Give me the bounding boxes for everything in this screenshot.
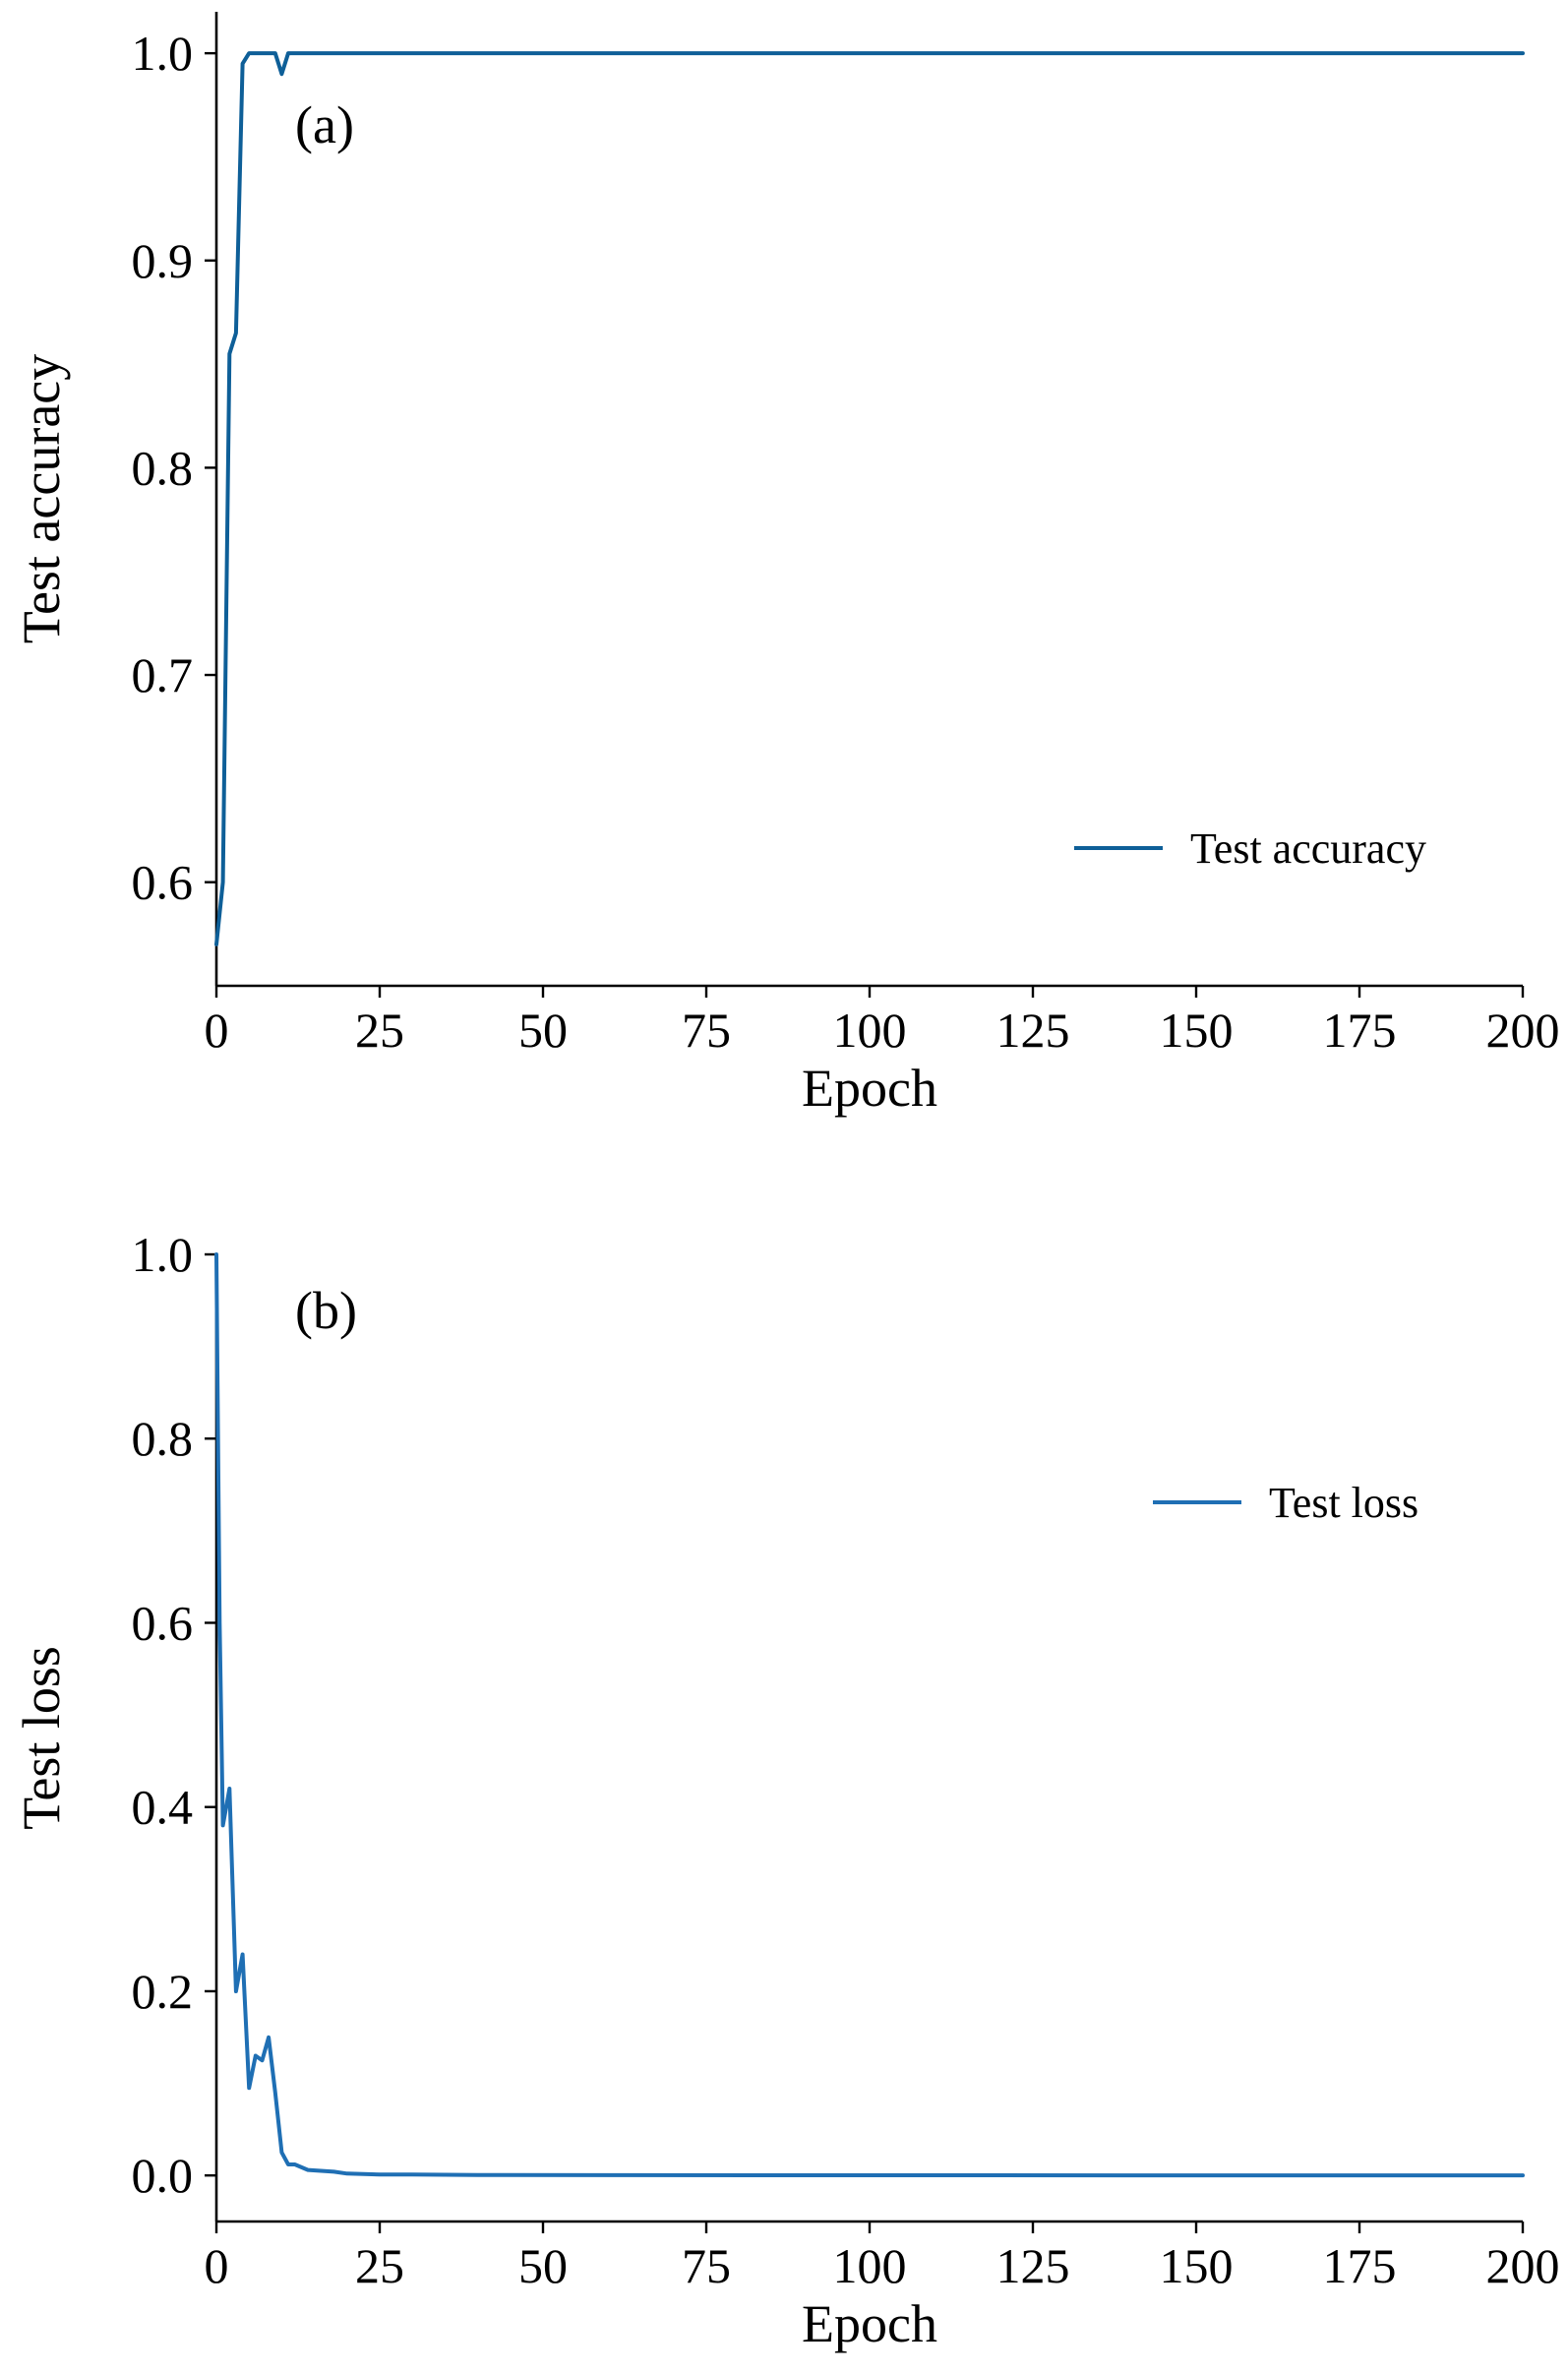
x-tick-label: 25 (355, 2238, 404, 2293)
x-tick-label: 175 (1323, 2238, 1397, 2293)
y-axis-title: Test loss (12, 1646, 71, 1830)
y-tick-label: 0.8 (132, 440, 194, 495)
y-tick-label: 0.0 (132, 2148, 194, 2203)
y-tick-label: 0.4 (132, 1780, 194, 1835)
y-tick-label: 0.6 (132, 855, 194, 910)
y-tick-label: 0.8 (132, 1411, 194, 1466)
x-tick-label: 75 (682, 1003, 731, 1058)
y-tick-label: 0.9 (132, 233, 194, 288)
y-tick-label: 0.6 (132, 1595, 194, 1650)
y-axis-title: Test accuracy (12, 354, 71, 644)
accuracy-chart: 0 25 50 75 100 125 150 175 200 0.6 0.7 0.8 0.9 1.0 Epo… (12, 12, 1560, 1118)
x-tick-label: 150 (1160, 1003, 1234, 1058)
x-tick-label: 200 (1486, 1003, 1560, 1058)
x-tick-label: 75 (682, 2238, 731, 2293)
panel-label: (a) (295, 95, 354, 154)
x-tick-label: 25 (355, 1003, 404, 1058)
series-line (214, 51, 1525, 946)
x-tick-label: 125 (996, 2238, 1070, 2293)
x-tick-label: 175 (1323, 1003, 1397, 1058)
y-tick-label: 0.7 (132, 647, 194, 702)
y-tick-label: 1.0 (132, 1227, 194, 1282)
legend-label: Test accuracy (1190, 824, 1426, 873)
x-tick-label: 0 (205, 1003, 229, 1058)
x-tick-label: 100 (833, 1003, 907, 1058)
panel-label: (b) (295, 1281, 357, 1340)
x-tick-label: 200 (1486, 2238, 1560, 2293)
y-tick-label: 1.0 (132, 26, 194, 81)
x-tick-label: 0 (205, 2238, 229, 2293)
x-tick-label: 100 (833, 2238, 907, 2293)
series-line (214, 1252, 1525, 2178)
x-axis-title: Epoch (802, 2294, 937, 2353)
x-tick-label: 50 (518, 2238, 568, 2293)
y-tick-label: 0.2 (132, 1964, 194, 2019)
x-tick-label: 125 (996, 1003, 1070, 1058)
x-axis-title: Epoch (802, 1059, 937, 1118)
x-tick-label: 50 (518, 1003, 568, 1058)
x-tick-label: 150 (1160, 2238, 1234, 2293)
legend-label: Test loss (1269, 1479, 1418, 1527)
loss-chart: 0 25 50 75 100 125 150 175 200 0.0 0.2 0.4 0.6 0.8 1.0… (12, 1227, 1560, 2353)
